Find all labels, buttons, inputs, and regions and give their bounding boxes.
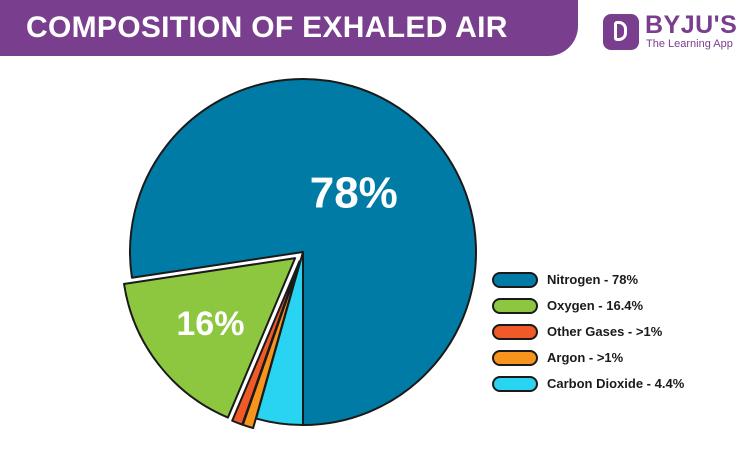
legend-label-argon: Argon - >1% xyxy=(547,350,624,365)
pie-slice-argon xyxy=(241,260,301,430)
pie-slice-oxygen xyxy=(123,257,297,419)
byjus-logo-icon xyxy=(603,14,639,50)
legend-item-other-gases: Other Gases - >1% xyxy=(492,322,742,348)
byjus-logo: BYJU'S The Learning App xyxy=(603,11,743,54)
title-banner: COMPOSITION OF EXHALED AIR xyxy=(0,0,578,56)
pie-label-nitrogen: 78% xyxy=(310,168,398,217)
logo-tagline: The Learning App xyxy=(646,38,733,50)
legend-label-oxygen: Oxygen - 16.4% xyxy=(547,298,644,313)
legend-swatch-nitrogen xyxy=(492,272,538,288)
legend-label-carbon-dioxide: Carbon Dioxide - 4.4% xyxy=(547,376,685,391)
legend-item-nitrogen: Nitrogen - 78% xyxy=(492,270,742,296)
legend-swatch-argon xyxy=(492,350,538,366)
chart-title: COMPOSITION OF EXHALED AIR xyxy=(26,11,508,44)
logo-name: BYJU'S xyxy=(645,11,738,39)
legend-label-other-gases: Other Gases - >1% xyxy=(547,324,663,339)
pie-label-oxygen: 16% xyxy=(176,305,244,343)
legend-item-oxygen: Oxygen - 16.4% xyxy=(492,296,742,322)
legend-item-argon: Argon - >1% xyxy=(492,348,742,374)
legend-item-carbon-dioxide: Carbon Dioxide - 4.4% xyxy=(492,374,742,400)
legend-swatch-oxygen xyxy=(492,298,538,314)
legend-label-nitrogen: Nitrogen - 78% xyxy=(547,272,639,287)
pie-slice-carbon-dioxide xyxy=(255,251,304,426)
legend-swatch-carbon-dioxide xyxy=(492,376,538,392)
legend-swatch-other-gases xyxy=(492,324,538,340)
legend: Nitrogen - 78% Oxygen - 16.4% Other Gase… xyxy=(492,270,742,400)
